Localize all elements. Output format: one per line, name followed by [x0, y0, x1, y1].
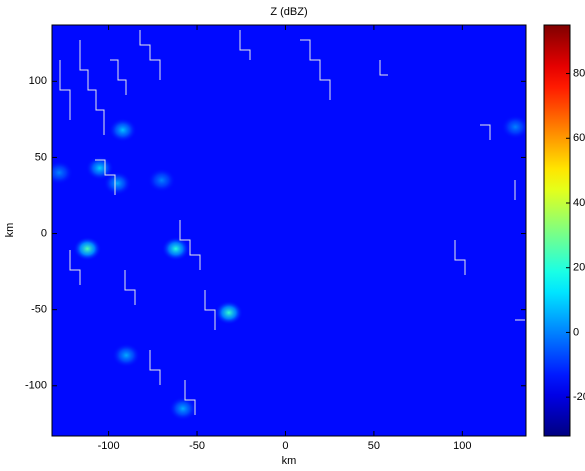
colorbar [543, 24, 571, 437]
hotspot [112, 343, 141, 368]
y-tick-label: -100 [25, 380, 47, 392]
x-tick-label: 50 [368, 440, 380, 452]
x-tick-label: 100 [453, 440, 471, 452]
hotspot [161, 236, 190, 261]
hotspot [168, 396, 197, 421]
y-axis-label: km [4, 223, 16, 238]
heatmap-background [52, 25, 526, 436]
x-axis-label: km [282, 455, 297, 467]
hotspot [73, 236, 102, 261]
x-tick-label: -100 [98, 440, 120, 452]
hotspot [108, 118, 137, 143]
plot-frame [51, 24, 527, 437]
colorbar-tick-label: 80 [573, 67, 585, 79]
hotspot [214, 300, 243, 325]
hotspot [501, 114, 526, 139]
colorbar-tick-label: 0 [573, 326, 579, 338]
y-tick-label: 0 [41, 227, 47, 239]
hotspot [147, 168, 176, 193]
colorbar-tick-label: 40 [573, 197, 585, 209]
contours [59, 30, 525, 415]
y-tick-label: 50 [35, 151, 47, 163]
x-tick-label: -50 [189, 440, 205, 452]
plot-area [52, 25, 526, 436]
colorbar-tick-label: 20 [573, 262, 585, 274]
colorbar-tick-label: 60 [573, 132, 585, 144]
hotspot [85, 156, 114, 181]
y-tick-label: 100 [29, 75, 47, 87]
colorbar-tick-label: -20 [573, 391, 585, 403]
hotspot [103, 171, 132, 196]
hotspot [52, 160, 74, 185]
contour-line [59, 30, 525, 415]
y-tick-label: -50 [31, 304, 47, 316]
chart-title: Z (dBZ) [270, 6, 307, 18]
x-tick-label: 0 [282, 440, 288, 452]
